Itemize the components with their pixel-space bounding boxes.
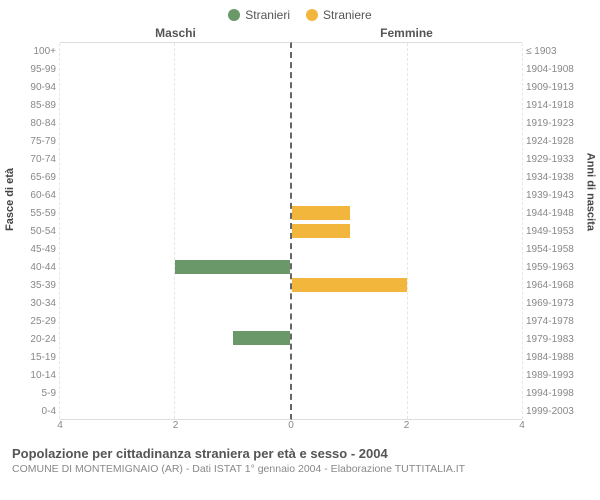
age-label: 60-64 (12, 190, 56, 201)
x-ticks-right: 24 (291, 420, 522, 434)
year-label: 1939-1943 (526, 190, 588, 201)
age-label: 55-59 (12, 208, 56, 219)
age-label: 15-19 (12, 352, 56, 363)
age-label: 20-24 (12, 334, 56, 345)
male-bar (233, 331, 291, 345)
year-label: 1949-1953 (526, 226, 588, 237)
age-label: 5-9 (12, 388, 56, 399)
age-label: 0-4 (12, 406, 56, 417)
y-right-axis-title: Anni di nascita (584, 153, 596, 231)
age-labels: 100+ 95-99 90-94 85-89 80-84 75-79 70-74 65-69 6… (12, 42, 60, 420)
year-label: 1994-1998 (526, 388, 588, 399)
year-label: 1934-1938 (526, 172, 588, 183)
male-bar (175, 260, 290, 274)
age-label: 95-99 (12, 64, 56, 75)
year-label: 1964-1968 (526, 280, 588, 291)
female-bar (292, 278, 407, 292)
age-label: 40-44 (12, 262, 56, 273)
header-right: Femmine (291, 26, 522, 40)
female-swatch (306, 9, 318, 21)
x-tick: 4 (519, 420, 525, 431)
legend-item-female: Straniere (306, 8, 372, 22)
male-panel (60, 42, 292, 420)
header-left: Maschi (60, 26, 291, 40)
age-label: 100+ (12, 46, 56, 57)
year-label: ≤ 1903 (526, 46, 588, 57)
legend-label-female: Straniere (323, 8, 372, 22)
x-axis: 420 24 (12, 420, 588, 436)
age-label: 75-79 (12, 136, 56, 147)
age-label: 50-54 (12, 226, 56, 237)
year-labels: ≤ 1903 1904-1908 1909-1913 1914-1918 1919-19… (522, 42, 588, 420)
year-label: 1919-1923 (526, 118, 588, 129)
legend-item-male: Stranieri (228, 8, 290, 22)
y-left-axis-title: Fasce di età (4, 168, 16, 231)
age-label: 45-49 (12, 244, 56, 255)
year-label: 1944-1948 (526, 208, 588, 219)
age-label: 85-89 (12, 100, 56, 111)
age-label: 30-34 (12, 298, 56, 309)
x-tick: 4 (57, 420, 63, 431)
legend: Stranieri Straniere (12, 8, 588, 22)
population-pyramid-chart: Stranieri Straniere Maschi Femmine Fasce… (0, 0, 600, 500)
age-label: 70-74 (12, 154, 56, 165)
age-label: 90-94 (12, 82, 56, 93)
plot-area: Fasce di età Anni di nascita 100+95-9990… (12, 42, 588, 420)
year-label: 1914-1918 (526, 100, 588, 111)
side-headers: Maschi Femmine (12, 26, 588, 40)
x-ticks-left: 420 (60, 420, 291, 434)
year-label: 1909-1913 (526, 82, 588, 93)
year-label: 1904-1908 (526, 64, 588, 75)
year-label: 1984-1988 (526, 352, 588, 363)
x-tick: 2 (173, 420, 179, 431)
male-swatch (228, 9, 240, 21)
year-label: 1999-2003 (526, 406, 588, 417)
chart-subtitle: COMUNE DI MONTEMIGNAIO (AR) - Dati ISTAT… (12, 463, 588, 475)
age-label: 65-69 (12, 172, 56, 183)
year-label: 1989-1993 (526, 370, 588, 381)
year-label: 1959-1963 (526, 262, 588, 273)
female-panel (292, 42, 522, 420)
legend-label-male: Stranieri (245, 8, 290, 22)
female-bar (292, 206, 350, 220)
year-label: 1969-1973 (526, 298, 588, 309)
age-label: 35-39 (12, 280, 56, 291)
year-label: 1924-1928 (526, 136, 588, 147)
year-label: 1974-1978 (526, 316, 588, 327)
age-label: 25-29 (12, 316, 56, 327)
year-label: 1929-1933 (526, 154, 588, 165)
female-bar (292, 224, 350, 238)
age-label: 80-84 (12, 118, 56, 129)
year-label: 1954-1958 (526, 244, 588, 255)
x-tick: 2 (404, 420, 410, 431)
year-label: 1979-1983 (526, 334, 588, 345)
age-label: 10-14 (12, 370, 56, 381)
chart-title: Popolazione per cittadinanza straniera p… (12, 446, 588, 461)
